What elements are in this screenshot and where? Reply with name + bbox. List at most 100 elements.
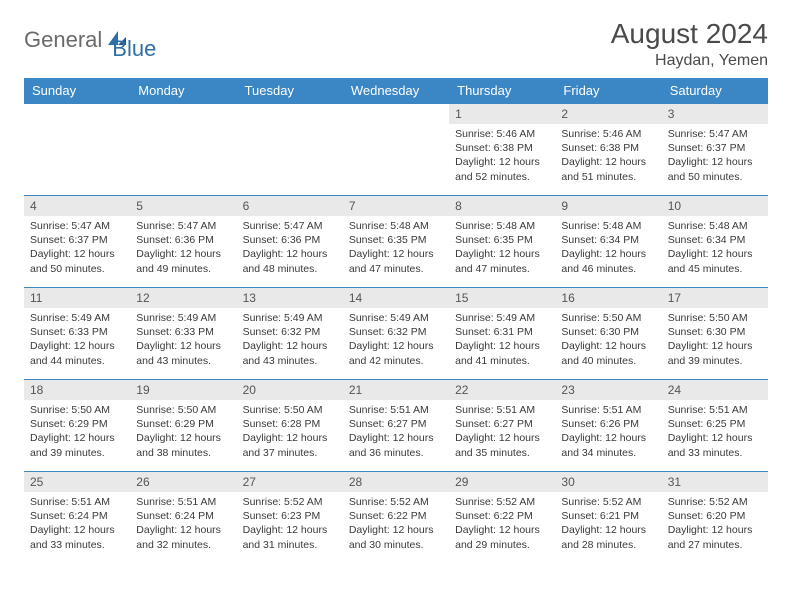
sunrise-line: Sunrise: 5:48 AM — [561, 219, 655, 233]
day-details: Sunrise: 5:51 AMSunset: 6:27 PMDaylight:… — [449, 400, 555, 463]
day-number: 2 — [555, 104, 661, 124]
sunset-line: Sunset: 6:30 PM — [561, 325, 655, 339]
daylight-line: Daylight: 12 hours and 28 minutes. — [561, 523, 655, 551]
calendar-cell: 24Sunrise: 5:51 AMSunset: 6:25 PMDayligh… — [662, 380, 768, 472]
sunset-line: Sunset: 6:37 PM — [30, 233, 124, 247]
daylight-line: Daylight: 12 hours and 43 minutes. — [136, 339, 230, 367]
day-number: 8 — [449, 196, 555, 216]
day-number: 23 — [555, 380, 661, 400]
calendar-cell: 16Sunrise: 5:50 AMSunset: 6:30 PMDayligh… — [555, 288, 661, 380]
header: General Blue August 2024 Haydan, Yemen — [24, 18, 768, 70]
sunset-line: Sunset: 6:21 PM — [561, 509, 655, 523]
sunset-line: Sunset: 6:38 PM — [455, 141, 549, 155]
day-details: Sunrise: 5:51 AMSunset: 6:24 PMDaylight:… — [24, 492, 130, 555]
day-details: Sunrise: 5:48 AMSunset: 6:35 PMDaylight:… — [449, 216, 555, 279]
daylight-line: Daylight: 12 hours and 38 minutes. — [136, 431, 230, 459]
day-details: Sunrise: 5:48 AMSunset: 6:35 PMDaylight:… — [343, 216, 449, 279]
sunset-line: Sunset: 6:33 PM — [30, 325, 124, 339]
calendar-cell: 22Sunrise: 5:51 AMSunset: 6:27 PMDayligh… — [449, 380, 555, 472]
sunset-line: Sunset: 6:27 PM — [455, 417, 549, 431]
sunset-line: Sunset: 6:35 PM — [349, 233, 443, 247]
calendar-cell: 1Sunrise: 5:46 AMSunset: 6:38 PMDaylight… — [449, 104, 555, 196]
day-number: 26 — [130, 472, 236, 492]
sunrise-line: Sunrise: 5:51 AM — [136, 495, 230, 509]
daylight-line: Daylight: 12 hours and 44 minutes. — [30, 339, 124, 367]
calendar-cell: 17Sunrise: 5:50 AMSunset: 6:30 PMDayligh… — [662, 288, 768, 380]
sunset-line: Sunset: 6:20 PM — [668, 509, 762, 523]
sunset-line: Sunset: 6:23 PM — [243, 509, 337, 523]
sunrise-line: Sunrise: 5:49 AM — [455, 311, 549, 325]
sunrise-line: Sunrise: 5:50 AM — [561, 311, 655, 325]
day-number: 12 — [130, 288, 236, 308]
calendar-cell: 28Sunrise: 5:52 AMSunset: 6:22 PMDayligh… — [343, 472, 449, 564]
sunset-line: Sunset: 6:33 PM — [136, 325, 230, 339]
day-number: 4 — [24, 196, 130, 216]
page-title: August 2024 — [611, 18, 768, 50]
col-friday: Friday — [555, 78, 661, 104]
sunrise-line: Sunrise: 5:50 AM — [136, 403, 230, 417]
sunrise-line: Sunrise: 5:51 AM — [561, 403, 655, 417]
sunrise-line: Sunrise: 5:51 AM — [349, 403, 443, 417]
daylight-line: Daylight: 12 hours and 29 minutes. — [455, 523, 549, 551]
calendar-cell — [130, 104, 236, 196]
day-details: Sunrise: 5:51 AMSunset: 6:24 PMDaylight:… — [130, 492, 236, 555]
calendar-week-row: 1Sunrise: 5:46 AMSunset: 6:38 PMDaylight… — [24, 104, 768, 196]
daylight-line: Daylight: 12 hours and 32 minutes. — [136, 523, 230, 551]
col-sunday: Sunday — [24, 78, 130, 104]
calendar-cell: 23Sunrise: 5:51 AMSunset: 6:26 PMDayligh… — [555, 380, 661, 472]
calendar-week-row: 25Sunrise: 5:51 AMSunset: 6:24 PMDayligh… — [24, 472, 768, 564]
calendar-cell: 14Sunrise: 5:49 AMSunset: 6:32 PMDayligh… — [343, 288, 449, 380]
day-details: Sunrise: 5:52 AMSunset: 6:22 PMDaylight:… — [343, 492, 449, 555]
sunrise-line: Sunrise: 5:51 AM — [30, 495, 124, 509]
sunrise-line: Sunrise: 5:52 AM — [455, 495, 549, 509]
day-number: 9 — [555, 196, 661, 216]
sunrise-line: Sunrise: 5:47 AM — [243, 219, 337, 233]
sunrise-line: Sunrise: 5:48 AM — [455, 219, 549, 233]
sunrise-line: Sunrise: 5:50 AM — [668, 311, 762, 325]
calendar-header-row: Sunday Monday Tuesday Wednesday Thursday… — [24, 78, 768, 104]
sunrise-line: Sunrise: 5:49 AM — [243, 311, 337, 325]
daylight-line: Daylight: 12 hours and 50 minutes. — [668, 155, 762, 183]
sunset-line: Sunset: 6:25 PM — [668, 417, 762, 431]
daylight-line: Daylight: 12 hours and 49 minutes. — [136, 247, 230, 275]
sunrise-line: Sunrise: 5:52 AM — [561, 495, 655, 509]
day-details: Sunrise: 5:48 AMSunset: 6:34 PMDaylight:… — [555, 216, 661, 279]
calendar-cell: 18Sunrise: 5:50 AMSunset: 6:29 PMDayligh… — [24, 380, 130, 472]
calendar-cell: 4Sunrise: 5:47 AMSunset: 6:37 PMDaylight… — [24, 196, 130, 288]
daylight-line: Daylight: 12 hours and 39 minutes. — [668, 339, 762, 367]
day-number: 19 — [130, 380, 236, 400]
sunrise-line: Sunrise: 5:49 AM — [30, 311, 124, 325]
col-wednesday: Wednesday — [343, 78, 449, 104]
day-details: Sunrise: 5:52 AMSunset: 6:22 PMDaylight:… — [449, 492, 555, 555]
sunset-line: Sunset: 6:37 PM — [668, 141, 762, 155]
day-number: 28 — [343, 472, 449, 492]
logo: General Blue — [24, 18, 156, 62]
day-details: Sunrise: 5:51 AMSunset: 6:27 PMDaylight:… — [343, 400, 449, 463]
daylight-line: Daylight: 12 hours and 51 minutes. — [561, 155, 655, 183]
sunset-line: Sunset: 6:30 PM — [668, 325, 762, 339]
sunset-line: Sunset: 6:22 PM — [455, 509, 549, 523]
day-number: 20 — [237, 380, 343, 400]
logo-text-blue: Blue — [112, 36, 156, 62]
day-number: 18 — [24, 380, 130, 400]
daylight-line: Daylight: 12 hours and 30 minutes. — [349, 523, 443, 551]
day-details: Sunrise: 5:46 AMSunset: 6:38 PMDaylight:… — [555, 124, 661, 187]
sunrise-line: Sunrise: 5:48 AM — [668, 219, 762, 233]
sunset-line: Sunset: 6:22 PM — [349, 509, 443, 523]
daylight-line: Daylight: 12 hours and 33 minutes. — [30, 523, 124, 551]
day-details: Sunrise: 5:49 AMSunset: 6:32 PMDaylight:… — [237, 308, 343, 371]
sunset-line: Sunset: 6:31 PM — [455, 325, 549, 339]
calendar-cell: 15Sunrise: 5:49 AMSunset: 6:31 PMDayligh… — [449, 288, 555, 380]
daylight-line: Daylight: 12 hours and 43 minutes. — [243, 339, 337, 367]
sunrise-line: Sunrise: 5:52 AM — [349, 495, 443, 509]
sunrise-line: Sunrise: 5:50 AM — [30, 403, 124, 417]
calendar-cell: 20Sunrise: 5:50 AMSunset: 6:28 PMDayligh… — [237, 380, 343, 472]
location: Haydan, Yemen — [611, 52, 768, 70]
day-details: Sunrise: 5:50 AMSunset: 6:28 PMDaylight:… — [237, 400, 343, 463]
calendar-cell: 21Sunrise: 5:51 AMSunset: 6:27 PMDayligh… — [343, 380, 449, 472]
day-number: 14 — [343, 288, 449, 308]
day-details: Sunrise: 5:47 AMSunset: 6:36 PMDaylight:… — [237, 216, 343, 279]
day-details: Sunrise: 5:52 AMSunset: 6:23 PMDaylight:… — [237, 492, 343, 555]
day-details: Sunrise: 5:50 AMSunset: 6:29 PMDaylight:… — [24, 400, 130, 463]
calendar-cell — [237, 104, 343, 196]
